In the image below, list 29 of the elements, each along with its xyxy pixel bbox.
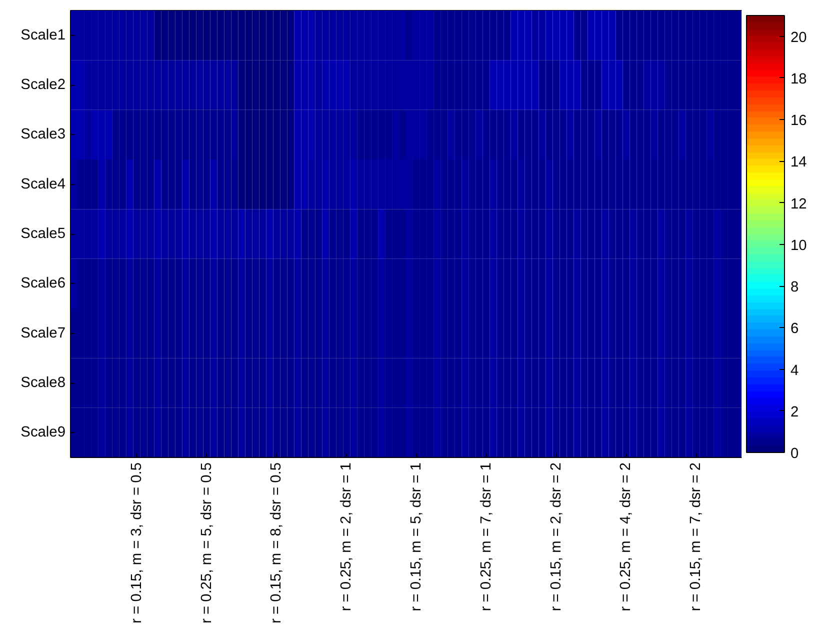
color-bar-label: 20: [790, 30, 807, 46]
x-tick-label: r = 0.25, m = 5, dsr = 0.5: [198, 462, 215, 624]
x-tick-label: r = 0.15, m = 5, dsr = 1: [408, 462, 424, 612]
color-bar-label: 2: [790, 404, 799, 420]
color-bar-label: 4: [790, 362, 799, 379]
y-tick-label: Scale8: [20, 375, 66, 391]
color-bar-label: 6: [790, 321, 799, 338]
y-tick-label: Scale9: [20, 424, 66, 441]
color-bar-label: 10: [790, 238, 807, 254]
x-tick-label: r = 0.25, m = 4, dsr = 2: [618, 462, 634, 612]
y-tick-label: Scale6: [20, 276, 66, 292]
x-tick-label: r = 0.15, m = 8, dsr = 0.5: [268, 462, 285, 624]
y-tick-label: Scale3: [20, 126, 66, 143]
y-tick-label: Scale7: [20, 325, 66, 342]
x-tick-label: r = 0.15, m = 2, dsr = 2: [548, 462, 564, 612]
x-tick-label: r = 0.25, m = 7, dsr = 1: [478, 462, 494, 612]
x-tick-label: r = 0.15, m = 3, dsr = 0.5: [128, 462, 145, 624]
y-tick-label: Scale5: [20, 226, 66, 242]
color-bar-label: 18: [790, 71, 807, 88]
color-bar-label: 16: [790, 113, 807, 130]
x-tick-label: r = 0.25, m = 2, dsr = 1: [338, 462, 355, 612]
color-bar-label: 8: [790, 280, 799, 296]
y-tick-label: Scale2: [20, 77, 66, 93]
color-bar-label: 14: [790, 154, 807, 171]
y-tick-label: Scale1: [20, 27, 66, 44]
y-tick-label: Scale4: [20, 176, 66, 192]
x-tick-label: r = 0.15, m = 7, dsr = 2: [688, 462, 704, 612]
color-bar-label: 0: [790, 446, 799, 462]
color-bar-label: 12: [790, 196, 807, 212]
